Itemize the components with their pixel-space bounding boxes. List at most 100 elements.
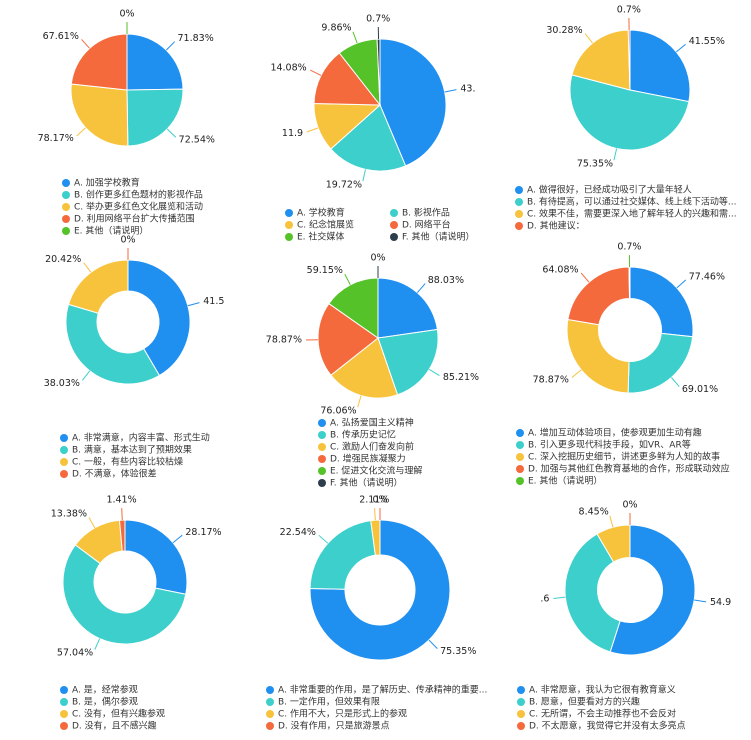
- legend-label: D. 增强民族凝聚力: [330, 453, 406, 465]
- slice: [629, 29, 691, 103]
- leader-line: [580, 272, 590, 283]
- legend-label: E. 其他（请说明）: [528, 475, 602, 487]
- value-label: 69.01%: [682, 384, 718, 395]
- value-label: 75.35%: [440, 646, 476, 657]
- legend-label: C. 纪念馆展览: [297, 219, 354, 231]
- legend-label: F. 其他（请说明）: [402, 231, 474, 243]
- value-label: 57.04%: [57, 648, 93, 659]
- legend-marker: [517, 710, 525, 718]
- legend-marker: [516, 477, 524, 485]
- legend-label: A. 是，经常参观: [72, 684, 138, 696]
- value-label: 2.11%: [359, 495, 389, 506]
- legend-marker: [516, 453, 524, 461]
- legend-marker: [516, 429, 524, 437]
- legend-marker: [390, 209, 398, 217]
- leader-line: [76, 127, 86, 137]
- legend-label: A. 增加互动体验项目，使参观更加生动有趣: [528, 427, 702, 439]
- legend-marker: [60, 446, 68, 454]
- legend-marker: [318, 443, 326, 451]
- leader-line: [676, 279, 687, 289]
- legend-label: C. 效果不佳，需要更深入地了解年轻人的兴趣和需...: [527, 208, 737, 220]
- legend-label: B. 引入更多现代科技手段，如VR、AR等: [528, 439, 691, 451]
- legend-label: B. 满意，基本达到了预期效果: [72, 444, 192, 456]
- value-label: 22.54%: [280, 527, 316, 538]
- legend-marker: [318, 467, 326, 475]
- slice: [309, 519, 451, 661]
- slice: [67, 259, 129, 314]
- value-label: 0%: [119, 9, 134, 20]
- value-label: 72.54%: [179, 135, 215, 146]
- legend-marker: [515, 222, 523, 230]
- value-label: 0.7%: [366, 14, 390, 25]
- value-label: 13.38%: [51, 508, 87, 519]
- legend-label: D. 其他建议：: [527, 220, 585, 232]
- legend-marker: [516, 465, 524, 473]
- slice: [377, 277, 438, 339]
- value-label: 54.9: [710, 597, 731, 608]
- slice: [70, 83, 129, 147]
- legend-marker: [517, 686, 525, 694]
- value-label: 0%: [622, 500, 637, 511]
- leader-line: [357, 395, 362, 408]
- value-label: 0%: [372, 495, 387, 506]
- slice: [328, 277, 379, 339]
- slice: [313, 52, 382, 106]
- legend-marker: [60, 470, 68, 478]
- slice: [379, 38, 447, 167]
- leader-line: [428, 368, 440, 376]
- legend-marker: [60, 722, 68, 730]
- legend-marker: [266, 710, 274, 718]
- value-label: 0.7%: [617, 5, 641, 16]
- legend-label: A. 非常愿意，我认为它很有教育意义: [529, 684, 676, 696]
- leader-line: [172, 534, 183, 544]
- slice: [70, 33, 128, 91]
- slice: [629, 266, 694, 338]
- leader-line: [310, 69, 322, 76]
- pie-chart: 88.03% 85.21% 76.06% 78.87% 59.15% 0% A. 弘扬爱国主…: [266, 253, 479, 489]
- value-label: 11.9: [282, 128, 303, 139]
- leader-line: [82, 370, 91, 381]
- value-label: 77.46%: [689, 272, 725, 283]
- leader-line: [166, 128, 177, 138]
- legend-marker: [60, 458, 68, 466]
- pie-chart: 43. 19.72% 11.9 14.08% 9.86% 0.7% A. 学校教育 B. 影视…: [270, 14, 475, 243]
- legend-marker: [266, 722, 274, 730]
- slice: [330, 104, 407, 172]
- legend-label: C. 作用不大，只是形式上的参观: [278, 708, 407, 720]
- legend-marker: [62, 203, 70, 211]
- slice: [564, 533, 621, 653]
- slice: [126, 33, 184, 91]
- legend-marker: [318, 479, 326, 487]
- legend-label: A. 做得很好，已经成功吸引了大量年轻人: [527, 184, 692, 196]
- legend-marker: [318, 455, 326, 463]
- slice: [65, 303, 161, 385]
- leader-line: [187, 302, 200, 307]
- slice: [309, 520, 376, 590]
- legend-label: C. 没有，但有兴趣参观: [72, 708, 165, 720]
- leader-line: [609, 515, 614, 528]
- value-label: 14.08%: [270, 63, 306, 74]
- slice: [569, 74, 690, 151]
- pie-chart: 77.46% 69.01% 78.87% 64.08% 0.7% A. 增加互动体验项目，…: [516, 242, 730, 487]
- legend-label: B. 有待提高，可以通过社交媒体、线上线下活动等...: [527, 196, 736, 208]
- slice: [377, 328, 439, 396]
- leader-line: [83, 262, 92, 273]
- leader-line: [613, 148, 618, 161]
- legend-label: C. 深入挖掘历史细节，讲述更多鲜为人知的故事: [528, 451, 720, 463]
- slice: [628, 266, 631, 300]
- slice: [567, 266, 631, 326]
- slice: [62, 544, 187, 645]
- pie-chart: 75.35% 22.54% 2.11%0% A. 非常重要的作用，是了解历史、传承精神…: [266, 495, 487, 732]
- legend-marker: [318, 431, 326, 439]
- slice: [127, 259, 191, 377]
- legend-marker: [516, 441, 524, 449]
- value-label: 71.83%: [178, 33, 214, 44]
- legend-label: A. 非常满意，内容丰富、形式生动: [72, 432, 210, 444]
- value-label: 75.35%: [577, 159, 613, 170]
- legend-label: A. 非常重要的作用，是了解历史、传承精神的重要...: [278, 684, 487, 696]
- slice: [118, 519, 126, 552]
- legend-marker: [285, 221, 293, 229]
- legend-label: B. 是，偶尔参观: [72, 696, 138, 708]
